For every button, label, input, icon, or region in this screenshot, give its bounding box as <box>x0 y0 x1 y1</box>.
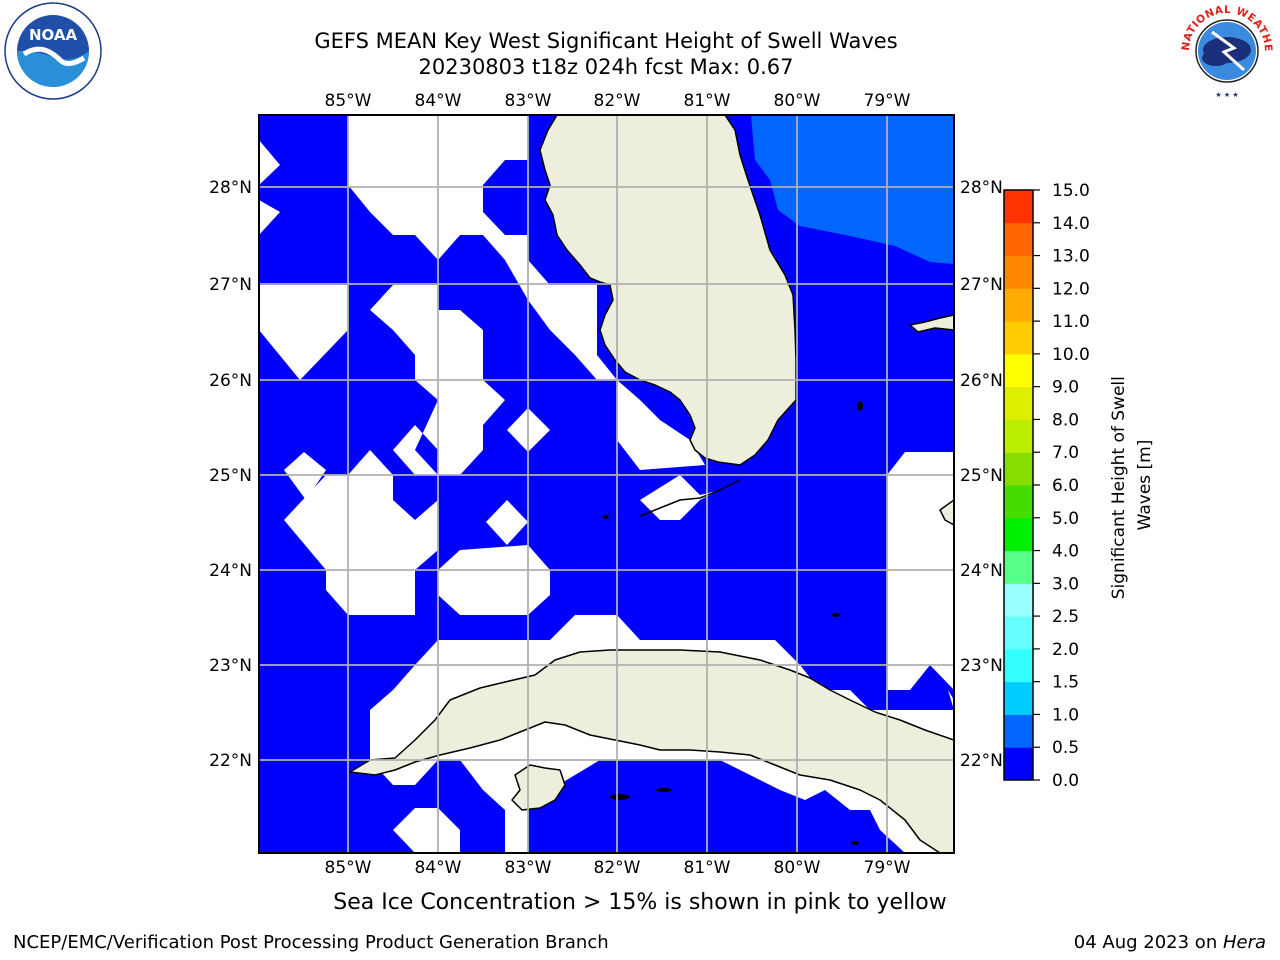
colorbar-segment <box>1004 747 1033 781</box>
colorbar-tick-label: 10.0 <box>1052 345 1090 365</box>
colorbar-tick-label: 1.5 <box>1052 673 1079 693</box>
colorbar-tick-label: 14.0 <box>1052 214 1090 234</box>
lon-label-top: 83°W <box>505 91 552 111</box>
lon-label-top: 85°W <box>325 91 372 111</box>
lon-label-top: 80°W <box>774 91 821 111</box>
colorbar-tick-label: 4.0 <box>1052 542 1079 562</box>
colorbar-segment <box>1004 190 1033 224</box>
colorbar-segment <box>1004 321 1033 355</box>
lat-label-left: 24°N <box>209 561 252 581</box>
noaa-logo-text: NOAA <box>29 26 78 44</box>
colorbar <box>1004 190 1033 781</box>
key-west-keys <box>639 479 741 517</box>
colorbar-segment <box>1004 517 1033 552</box>
lon-label-bottom: 82°W <box>594 858 641 878</box>
lat-labels-left: 28°N 27°N 26°N 25°N 24°N 23°N 22°N <box>209 178 252 771</box>
lat-labels-right: 28°N 27°N 26°N 25°N 24°N 23°N 22°N <box>960 178 1003 771</box>
colorbar-segment <box>1004 714 1033 748</box>
colorbar-segment <box>1004 255 1033 289</box>
lon-label-bottom: 81°W <box>684 858 731 878</box>
footer-credit: NCEP/EMC/Verification Post Processing Pr… <box>13 932 609 953</box>
lon-label-bottom: 79°W <box>864 858 911 878</box>
colorbar-segment <box>1004 288 1033 322</box>
colorbar-tick-label: 2.0 <box>1052 640 1079 660</box>
colorbar-tick-label: 5.0 <box>1052 509 1079 529</box>
footer-host: Hera <box>1222 932 1266 953</box>
colorbar-tick-label: 15.0 <box>1052 181 1090 201</box>
colorbar-segment <box>1004 648 1033 683</box>
lat-label-left: 25°N <box>209 466 252 486</box>
lon-label-bottom: 83°W <box>505 858 552 878</box>
lat-label-right: 24°N <box>960 561 1003 581</box>
svg-text:★ ★ ★: ★ ★ ★ <box>1215 91 1238 99</box>
colorbar-tick-label: 12.0 <box>1052 279 1090 299</box>
lon-labels-top: 85°W 84°W 83°W 82°W 81°W 80°W 79°W <box>325 91 911 111</box>
colorbar-tick-label: 1.0 <box>1052 705 1079 725</box>
lon-label-bottom: 80°W <box>774 858 821 878</box>
colorbar-segment <box>1004 550 1033 584</box>
colorbar-tick-label: 0.5 <box>1052 738 1079 758</box>
colorbar-segment <box>1004 452 1033 486</box>
lon-label-bottom: 84°W <box>415 858 462 878</box>
colorbar-segment <box>1004 353 1033 388</box>
bahamas-abaco-land <box>909 314 954 333</box>
chart-title: GEFS MEAN Key West Significant Height of… <box>314 29 898 53</box>
colorbar-tick-label: 0.0 <box>1052 771 1079 791</box>
map-frame <box>258 114 955 854</box>
colorbar-ticks: 0.0 0.5 1.0 1.5 2.0 2.5 3.0 4.0 5.0 6.0 7.0 8.0 9.0 1… <box>1033 181 1090 791</box>
colorbar-label: Significant Height of Swell Waves [m] <box>1109 371 1155 600</box>
colorbar-tick-label: 7.0 <box>1052 443 1079 463</box>
lat-label-right: 22°N <box>960 751 1003 771</box>
bahamas-andros-land <box>939 499 954 526</box>
colorbar-segment <box>1004 485 1033 519</box>
colorbar-segment <box>1004 616 1033 650</box>
lon-label-top: 79°W <box>864 91 911 111</box>
lon-label-top: 82°W <box>594 91 641 111</box>
colorbar-segment <box>1004 583 1033 617</box>
lon-label-top: 81°W <box>684 91 731 111</box>
nws-logo: NATIONAL WEATHER SERVICE ★ ★ ★ <box>1176 2 1274 99</box>
swell-field-mid <box>751 115 954 264</box>
lat-label-left: 22°N <box>209 751 252 771</box>
cuba-land <box>349 649 954 853</box>
lat-label-left: 27°N <box>209 275 252 295</box>
colorbar-segment <box>1004 222 1033 257</box>
graticule <box>259 115 954 853</box>
small-islands <box>603 401 863 845</box>
colorbar-tick-label: 3.0 <box>1052 574 1079 594</box>
colorbar-segment <box>1004 386 1033 420</box>
lon-label-top: 84°W <box>415 91 462 111</box>
colorbar-tick-label: 13.0 <box>1052 247 1090 267</box>
lat-label-left: 28°N <box>209 178 252 198</box>
colorbar-tick-label: 9.0 <box>1052 378 1079 398</box>
lat-label-right: 23°N <box>960 656 1003 676</box>
colorbar-tick-label: 2.5 <box>1052 607 1079 627</box>
land <box>349 115 954 853</box>
lon-label-bottom: 85°W <box>325 858 372 878</box>
footer-date-text: 04 Aug 2023 on <box>1073 932 1223 953</box>
lat-label-left: 26°N <box>209 371 252 391</box>
isla-juventud-land <box>511 764 566 811</box>
lon-labels-bottom: 85°W 84°W 83°W 82°W 81°W 80°W 79°W <box>325 858 911 878</box>
lat-label-right: 26°N <box>960 371 1003 391</box>
lat-label-right: 25°N <box>960 466 1003 486</box>
sea-ice-note: Sea Ice Concentration > 15% is shown in … <box>333 890 947 915</box>
colorbar-tick-label: 8.0 <box>1052 410 1079 430</box>
lat-label-left: 23°N <box>209 656 252 676</box>
colorbar-tick-label: 11.0 <box>1052 312 1090 332</box>
noaa-logo: NOAA <box>4 2 102 100</box>
colorbar-segment <box>1004 419 1033 453</box>
colorbar-tick-label: 6.0 <box>1052 476 1079 496</box>
lat-label-right: 28°N <box>960 178 1003 198</box>
chart-subtitle: 20230803 t18z 024h fcst Max: 0.67 <box>418 55 794 79</box>
lat-label-right: 27°N <box>960 275 1003 295</box>
footer-date: 04 Aug 2023 on Hera <box>1074 932 1266 953</box>
colorbar-segment <box>1004 681 1033 715</box>
florida-land <box>539 115 797 466</box>
